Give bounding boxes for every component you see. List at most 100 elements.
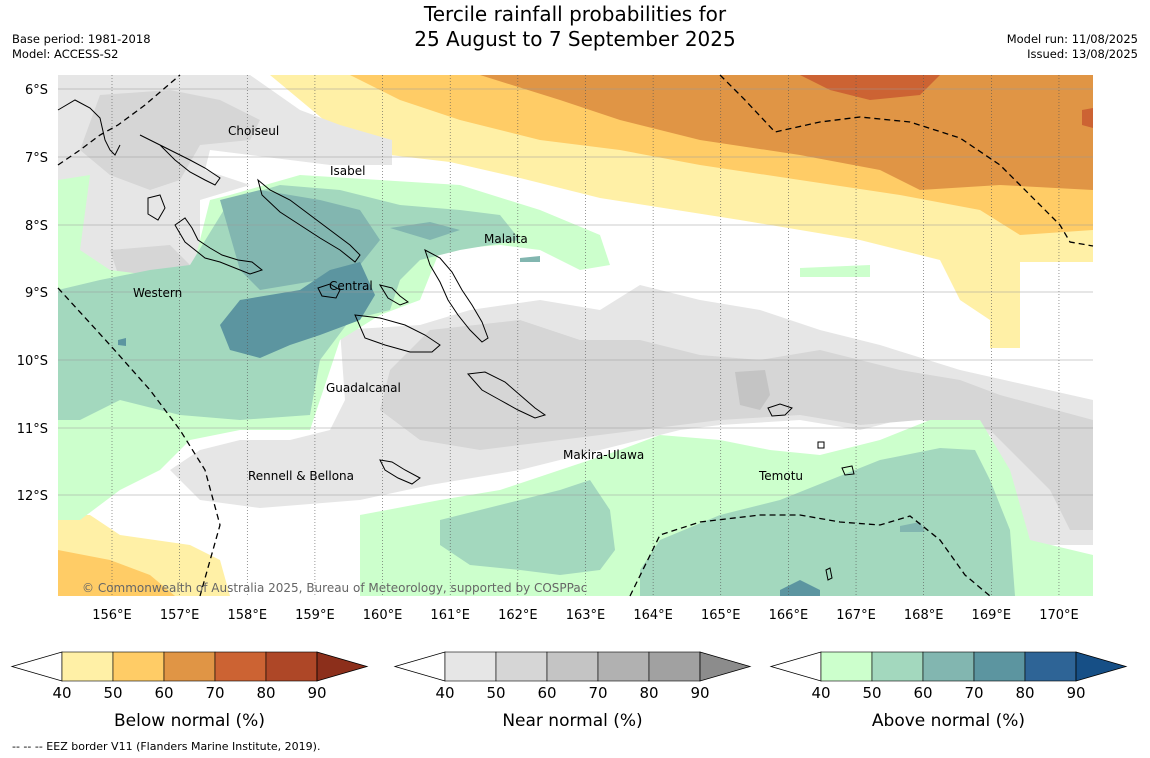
colorbar-tick: 90: [307, 684, 326, 702]
colorbar-tick: 50: [486, 684, 505, 702]
lat-label: 8°S: [25, 219, 48, 234]
colorbar-segment: [973, 651, 1026, 682]
guadalcanal-coast: [354, 314, 441, 353]
province-label: Central: [329, 279, 373, 293]
colorbar-segment: [112, 651, 165, 682]
colorbar-left-extension: [769, 651, 822, 682]
colorbars: 40 50 60 70 80 90 Below normal (%) 40 50 60 70 80 90…: [10, 651, 1128, 731]
colorbar-segment: [871, 651, 924, 682]
colorbar-left-extension: [10, 651, 63, 682]
near-normal-60-region: [735, 370, 770, 410]
eez-footnote: -- -- -- EEZ border V11 (Flanders Marine…: [12, 740, 321, 753]
colorbar-right-extension: [699, 651, 752, 682]
province-label: Isabel: [330, 164, 365, 178]
colorbar-tick: 40: [52, 684, 71, 702]
province-label: Rennell & Bellona: [248, 469, 354, 483]
province-label: Western: [133, 286, 182, 300]
meta-right: Model run: 11/08/2025 Issued: 13/08/2025: [1007, 32, 1138, 62]
colorbar-tick: 80: [256, 684, 275, 702]
lon-label: 161°E: [430, 608, 470, 623]
santa-cruz-coast: [767, 403, 855, 581]
province-label: Makira-Ulawa: [563, 448, 644, 462]
colorbar-right-extension: [316, 651, 369, 682]
colorbar-tick: 70: [588, 684, 607, 702]
colorbar-tick: 80: [639, 684, 658, 702]
colorbar-tick: 40: [435, 684, 454, 702]
province-label: Malaita: [484, 232, 528, 246]
colorbar-segment: [546, 651, 599, 682]
colorbar-tick: 60: [537, 684, 556, 702]
title-line-1: Tercile rainfall probabilities for: [423, 2, 727, 26]
copyright-notice: © Commonwealth of Australia 2025, Bureau…: [82, 581, 587, 595]
lat-label: 10°S: [17, 354, 48, 369]
colorbar-title: Below normal (%): [114, 711, 265, 731]
title-line-2: 25 August to 7 September 2025: [414, 27, 736, 51]
eez-border-northeast: [719, 74, 1094, 247]
colorbar-0: 40 50 60 70 80 90 Below normal (%): [10, 651, 369, 731]
province-label: Temotu: [758, 469, 803, 483]
colorbar-title: Above normal (%): [872, 711, 1025, 731]
colorbar-tick: 80: [1015, 684, 1034, 702]
lon-label: 166°E: [769, 608, 809, 623]
coastlines: [57, 99, 855, 581]
below-normal-50-region-sw: [58, 550, 175, 596]
map-title: Tercile rainfall probabilities for 25 Au…: [0, 2, 1150, 52]
eez-border-west: [57, 287, 221, 597]
rennell-coast: [379, 459, 421, 485]
eez-border-south: [629, 514, 991, 597]
lon-label: 165°E: [701, 608, 741, 623]
colorbar-tick: 90: [690, 684, 709, 702]
colorbar-segment: [922, 651, 975, 682]
lon-label: 168°E: [904, 608, 944, 623]
near-normal-40-region: [58, 75, 1093, 545]
lon-label: 157°E: [160, 608, 200, 623]
bougainville-coast: [57, 99, 121, 156]
latitude-labels: 6°S 7°S 8°S 9°S 10°S 11°S 12°S: [17, 83, 48, 504]
lat-label: 7°S: [25, 151, 48, 166]
isabel-coast: [257, 178, 361, 263]
lon-label: 170°E: [1039, 608, 1079, 623]
lon-label: 159°E: [295, 608, 335, 623]
lon-label: 156°E: [92, 608, 132, 623]
vella-lavella-coast: [147, 194, 166, 221]
lon-label: 160°E: [363, 608, 403, 623]
lat-label: 11°S: [17, 422, 48, 437]
lat-label: 12°S: [17, 489, 48, 504]
colorbar-tick: 50: [103, 684, 122, 702]
colorbar-segment: [163, 651, 216, 682]
below-normal-70-region: [800, 75, 1093, 128]
meta-left: Base period: 1981-2018 Model: ACCESS-S2: [12, 32, 151, 62]
model-name: Model: ACCESS-S2: [12, 47, 119, 61]
new-georgia-coast: [174, 217, 264, 275]
colorbar-segment: [61, 651, 114, 682]
model-run: Model run: 11/08/2025: [1006, 32, 1138, 46]
colorbar-segment: [265, 651, 318, 682]
malaita-coast: [424, 248, 489, 343]
colorbar-segment: [214, 651, 267, 682]
colorbar-2: 40 50 60 70 80 90 Above normal (%): [769, 651, 1128, 731]
province-label: Guadalcanal: [326, 381, 401, 395]
below-normal-60-region: [480, 75, 1093, 190]
florida-islands-coast: [317, 283, 410, 306]
issued-date: Issued: 13/08/2025: [1027, 47, 1138, 61]
colorbar-tick: 50: [862, 684, 881, 702]
colorbar-tick: 40: [811, 684, 830, 702]
colorbar-segment: [597, 651, 650, 682]
lon-label: 163°E: [566, 608, 606, 623]
province-label: Choiseul: [228, 124, 279, 138]
colorbar-1: 40 50 60 70 80 90 Near normal (%): [393, 651, 752, 731]
province-labels: Choiseul Isabel Malaita Western Central Guada…: [133, 124, 803, 483]
choiseul-coast: [139, 134, 221, 186]
above-normal-50-region: [58, 185, 1015, 596]
colorbar-tick: 60: [154, 684, 173, 702]
lon-label: 162°E: [498, 608, 538, 623]
colorbar-segment: [648, 651, 701, 682]
colorbar-right-extension: [1075, 651, 1128, 682]
lon-label: 169°E: [972, 608, 1012, 623]
colorbar-segment: [820, 651, 873, 682]
lon-label: 167°E: [836, 608, 876, 623]
colorbar-segment: [495, 651, 548, 682]
above-normal-60-region: [220, 190, 925, 532]
near-normal-50-region: [80, 90, 1093, 530]
